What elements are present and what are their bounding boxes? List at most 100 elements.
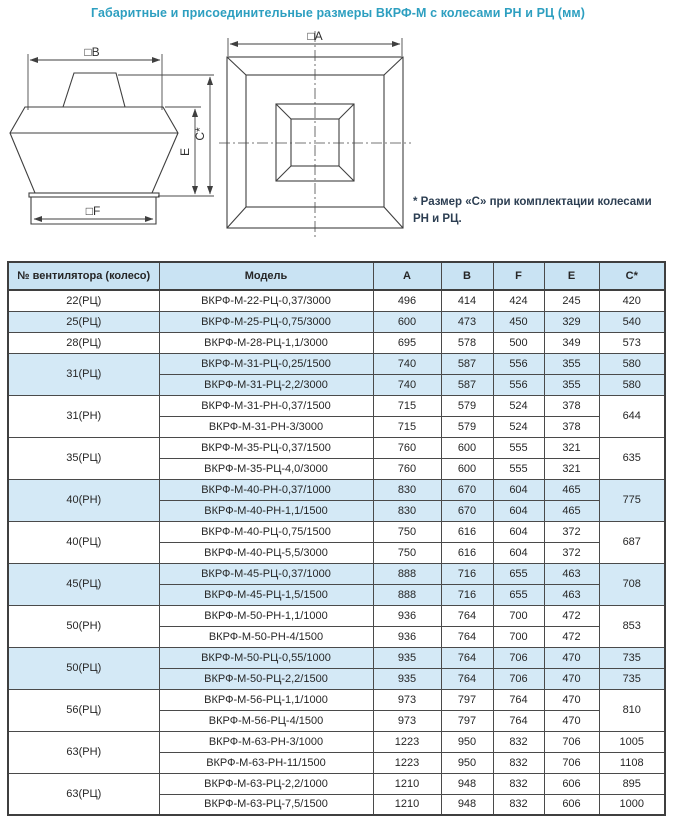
dim-e-cell: 321 xyxy=(543,436,600,459)
dim-e-cell: 378 xyxy=(543,415,600,438)
dim-f-cell: 764 xyxy=(492,709,545,732)
model-cell: ВКРФ-М-63-РН-11/1500 xyxy=(158,751,374,774)
model-cell: ВКРФ-М-31-РЦ-2,2/3000 xyxy=(158,373,374,396)
dim-a-cell: 1210 xyxy=(372,772,442,795)
wheel-cell: 56(РЦ) xyxy=(7,688,160,732)
dim-a-cell: 830 xyxy=(372,499,442,522)
dim-f-cell: 604 xyxy=(492,541,545,564)
dim-e-cell: 706 xyxy=(543,730,600,753)
dim-e-cell: 321 xyxy=(543,457,600,480)
dim-label-e: E xyxy=(178,148,192,156)
dim-e-cell: 606 xyxy=(543,772,600,795)
model-cell: ВКРФ-М-35-РЦ-4,0/3000 xyxy=(158,457,374,480)
dim-c-cell: 895 xyxy=(598,772,666,795)
footnote: * Размер «С» при комплектации колесами Р… xyxy=(413,194,669,227)
table-row: ВКРФ-М-31-РН-3/3000 715 579 524 378 xyxy=(8,415,665,438)
wheel-cell: 31(РН) xyxy=(7,394,160,438)
model-cell: ВКРФ-М-28-РЦ-1,1/3000 xyxy=(158,331,374,354)
dim-f-cell: 764 xyxy=(492,688,545,711)
wheel-cell: 63(РН) xyxy=(7,730,160,774)
column-header-wheel: № вентилятора (колесо) xyxy=(7,261,160,291)
top-view-drawing: □A xyxy=(219,29,411,237)
dim-b-cell: 764 xyxy=(440,646,494,669)
dim-b-cell: 473 xyxy=(440,310,494,333)
dim-e-cell: 472 xyxy=(543,604,600,627)
dim-e-cell: 706 xyxy=(543,751,600,774)
dim-label-f: □F xyxy=(86,204,101,218)
dim-a-cell: 1223 xyxy=(372,751,442,774)
wheel-cell: 50(РЦ) xyxy=(7,646,160,690)
wheel-cell: 28(РЦ) xyxy=(7,331,160,354)
dim-a-cell: 715 xyxy=(372,415,442,438)
table-row: 28(РЦ) ВКРФ-М-28-РЦ-1,1/3000 695 578 500 349 5… xyxy=(7,331,666,354)
dim-c-cell: 1108 xyxy=(598,751,666,774)
dim-e-cell: 470 xyxy=(543,688,600,711)
model-cell: ВКРФ-М-56-РЦ-1,1/1000 xyxy=(158,688,374,711)
dim-c-cell: 810 xyxy=(598,688,666,732)
dim-a-cell: 496 xyxy=(372,289,442,312)
table-row: 63(РН) ВКРФ-М-63-РН-3/1000 1223 950 832 706 10… xyxy=(7,730,666,774)
dim-b-cell: 616 xyxy=(440,541,494,564)
dim-a-cell: 740 xyxy=(372,352,442,375)
dim-b-cell: 950 xyxy=(440,751,494,774)
model-cell: ВКРФ-М-50-РН-4/1500 xyxy=(158,625,374,648)
dim-b-cell: 600 xyxy=(440,457,494,480)
wheel-cell: 31(РЦ) xyxy=(7,352,160,396)
dim-c-cell: 775 xyxy=(598,478,666,522)
dim-e-cell: 470 xyxy=(543,667,600,690)
wheel-cell: 40(РН) xyxy=(7,478,160,522)
dim-e-cell: 463 xyxy=(543,583,600,606)
dim-f-cell: 706 xyxy=(492,646,545,669)
model-cell: ВКРФ-М-50-РЦ-2,2/1500 xyxy=(158,667,374,690)
wheel-cell: 50(РН) xyxy=(7,604,160,648)
dim-f-cell: 604 xyxy=(492,520,545,543)
dim-f-cell: 604 xyxy=(492,478,545,501)
dim-b-cell: 579 xyxy=(440,394,494,417)
column-header-model: Модель xyxy=(158,261,374,291)
model-cell: ВКРФ-М-25-РЦ-0,75/3000 xyxy=(158,310,374,333)
dim-c-cell: 580 xyxy=(598,373,666,396)
dim-a-cell: 760 xyxy=(372,436,442,459)
column-header-c: C* xyxy=(598,261,666,291)
table-row: 22(РЦ) ВКРФ-М-22-РЦ-0,37/3000 496 414 424 245… xyxy=(7,289,666,312)
table-row: ВКРФ-М-56-РЦ-4/1500 973 797 764 470 xyxy=(8,709,665,732)
model-cell: ВКРФ-М-31-РН-3/3000 xyxy=(158,415,374,438)
dim-b-cell: 670 xyxy=(440,499,494,522)
dim-a-cell: 973 xyxy=(372,709,442,732)
model-cell: ВКРФ-М-40-РЦ-5,5/3000 xyxy=(158,541,374,564)
dim-f-cell: 655 xyxy=(492,583,545,606)
dim-f-cell: 556 xyxy=(492,352,545,375)
model-cell: ВКРФ-М-40-РН-1,1/1500 xyxy=(158,499,374,522)
dim-e-cell: 470 xyxy=(543,646,600,669)
wheel-cell: 35(РЦ) xyxy=(7,436,160,480)
dimension-drawings: □B □F E C* □A xyxy=(9,29,411,237)
dim-f-cell: 832 xyxy=(492,793,545,816)
model-cell: ВКРФ-М-45-РЦ-1,5/1500 xyxy=(158,583,374,606)
dim-f-cell: 556 xyxy=(492,373,545,396)
dim-b-cell: 578 xyxy=(440,331,494,354)
dim-e-cell: 470 xyxy=(543,709,600,732)
dim-b-cell: 797 xyxy=(440,688,494,711)
dim-b-cell: 716 xyxy=(440,583,494,606)
dim-f-cell: 524 xyxy=(492,394,545,417)
dim-a-cell: 715 xyxy=(372,394,442,417)
dim-f-cell: 832 xyxy=(492,730,545,753)
dim-c-cell: 635 xyxy=(598,436,666,480)
model-cell: ВКРФ-М-56-РЦ-4/1500 xyxy=(158,709,374,732)
dim-a-cell: 760 xyxy=(372,457,442,480)
model-cell: ВКРФ-М-22-РЦ-0,37/3000 xyxy=(158,289,374,312)
table-row: 31(РН) ВКРФ-М-31-РН-0,37/1500 715 579 524 378… xyxy=(7,394,666,438)
dim-f-cell: 706 xyxy=(492,667,545,690)
dim-a-cell: 750 xyxy=(372,541,442,564)
table-row: 25(РЦ) ВКРФ-М-25-РЦ-0,75/3000 600 473 450 329… xyxy=(7,310,666,333)
dim-a-cell: 750 xyxy=(372,520,442,543)
dim-f-cell: 555 xyxy=(492,457,545,480)
dim-e-cell: 463 xyxy=(543,562,600,585)
dim-a-cell: 973 xyxy=(372,688,442,711)
dim-b-cell: 948 xyxy=(440,772,494,795)
table-row: 63(РЦ) ВКРФ-М-63-РЦ-2,2/1000 1210 948 832 606… xyxy=(7,772,666,816)
dim-a-cell: 935 xyxy=(372,646,442,669)
dim-c-cell: 735 xyxy=(598,667,666,690)
model-cell: ВКРФ-М-40-РН-0,37/1000 xyxy=(158,478,374,501)
